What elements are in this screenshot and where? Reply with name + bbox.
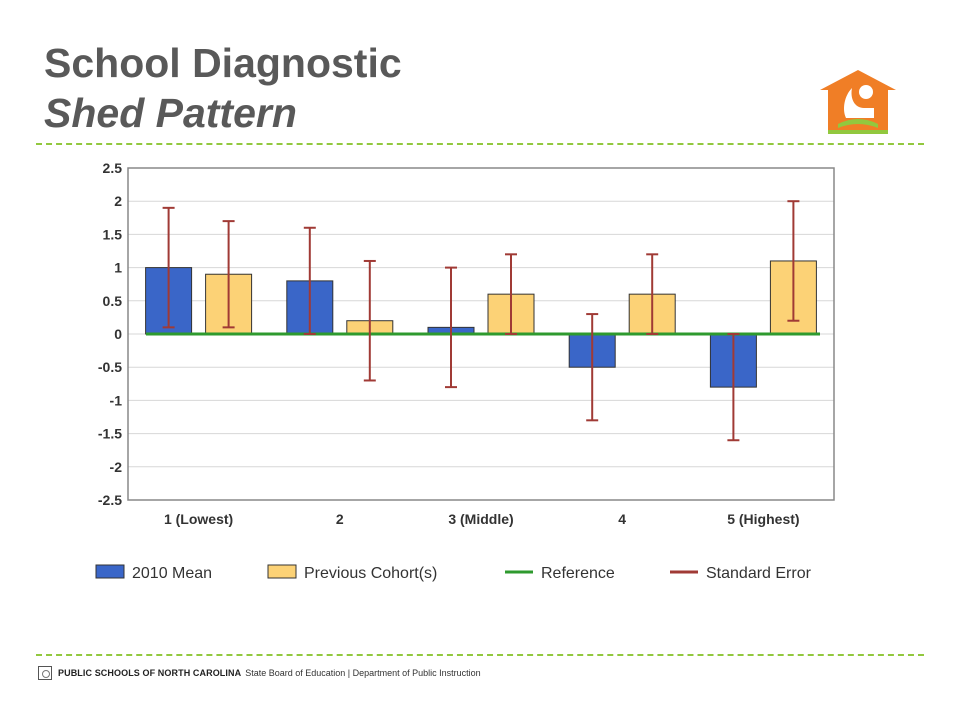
x-tick-label: 5 (Highest)	[727, 511, 799, 527]
y-tick-label: -1.5	[98, 426, 122, 442]
bar-chart: 2.5 2 1.5 1 0.5 0 -0.5 -1 -1.5 -2 -2.5 1 (Lowest) 2 3…	[95, 160, 835, 582]
y-tick-label: -0.5	[98, 359, 122, 375]
legend-label: 2010 Mean	[132, 565, 212, 582]
house-reader-logo-icon	[820, 70, 896, 134]
x-tick-label: 2	[336, 511, 344, 527]
y-tick-label: -2.5	[98, 492, 122, 508]
y-tick-label: 2.5	[103, 160, 123, 176]
footer-org: PUBLIC SCHOOLS OF NORTH CAROLINA	[58, 668, 242, 678]
footer: PUBLIC SCHOOLS OF NORTH CAROLINA State B…	[38, 664, 481, 682]
slide-title: School Diagnostic	[44, 40, 402, 86]
legend-label: Reference	[541, 565, 615, 582]
y-tick-label: -1	[110, 392, 123, 408]
slide-subtitle: Shed Pattern	[44, 90, 297, 136]
top-dashed-divider	[36, 143, 924, 145]
legend-swatch	[267, 564, 297, 579]
x-tick-label: 1 (Lowest)	[164, 511, 233, 527]
legend-label: Standard Error	[706, 565, 812, 582]
y-tick-label: 0.5	[103, 293, 123, 309]
y-tick-label: 1.5	[103, 226, 123, 242]
footer-department: State Board of Education | Department of…	[245, 668, 481, 678]
y-tick-label: -2	[110, 459, 123, 475]
y-tick-label: 0	[114, 326, 122, 342]
y-tick-label: 1	[114, 260, 122, 276]
legend-label: Previous Cohort(s)	[304, 565, 437, 582]
bottom-dashed-divider	[36, 654, 924, 656]
x-tick-label: 3 (Middle)	[448, 511, 513, 527]
title-block: School Diagnostic Shed Pattern	[44, 38, 402, 138]
plot-frame	[127, 167, 835, 501]
legend-swatch	[95, 564, 125, 579]
x-tick-label: 4	[618, 511, 626, 527]
seal-icon	[38, 666, 52, 680]
y-tick-label: 2	[114, 193, 122, 209]
